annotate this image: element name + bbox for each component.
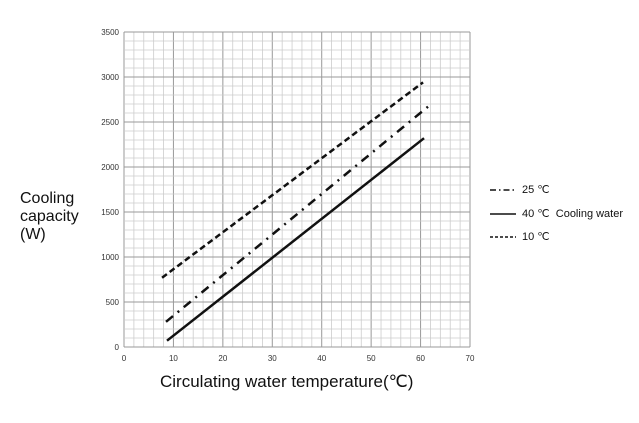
y-tick-label: 2000: [101, 163, 119, 172]
x-tick-label: 30: [268, 354, 277, 363]
x-tick-label: 60: [416, 354, 425, 363]
y-tick-label: 3500: [101, 28, 119, 37]
y-tick-label: 500: [106, 298, 120, 307]
x-tick-label: 70: [466, 354, 475, 363]
legend-item-25: 25 ℃: [490, 183, 550, 196]
x-tick-label: 40: [317, 354, 326, 363]
series-line: [166, 137, 425, 342]
y-tick-label: 3000: [101, 73, 119, 82]
legend-item-40: 40 ℃ Cooling water: [490, 207, 623, 220]
y-label-line: (W): [20, 226, 46, 243]
y-tick-label: 1500: [101, 208, 119, 217]
x-tick-label: 0: [122, 354, 127, 363]
y-label-line: Cooling: [20, 190, 75, 207]
y-tick-label: 1000: [101, 253, 119, 262]
legend-label: 40 ℃ Cooling water: [522, 208, 624, 220]
legend-label: 10 ℃: [522, 231, 550, 243]
legend-label: 25 ℃: [522, 184, 550, 196]
series-line: [161, 81, 424, 279]
x-axis-label: Circulating water temperature(℃): [160, 372, 414, 391]
series-line: [165, 105, 429, 323]
x-tick-label: 10: [169, 354, 178, 363]
x-tick-label: 50: [367, 354, 376, 363]
x-tick-label: 20: [218, 354, 227, 363]
y-label-line: capacity: [20, 208, 79, 225]
y-axis-label: Cooling capacity (W): [20, 190, 79, 244]
legend-item-10: 10 ℃: [490, 230, 550, 243]
y-tick-label: 2500: [101, 118, 119, 127]
y-tick-label: 0: [115, 343, 120, 352]
